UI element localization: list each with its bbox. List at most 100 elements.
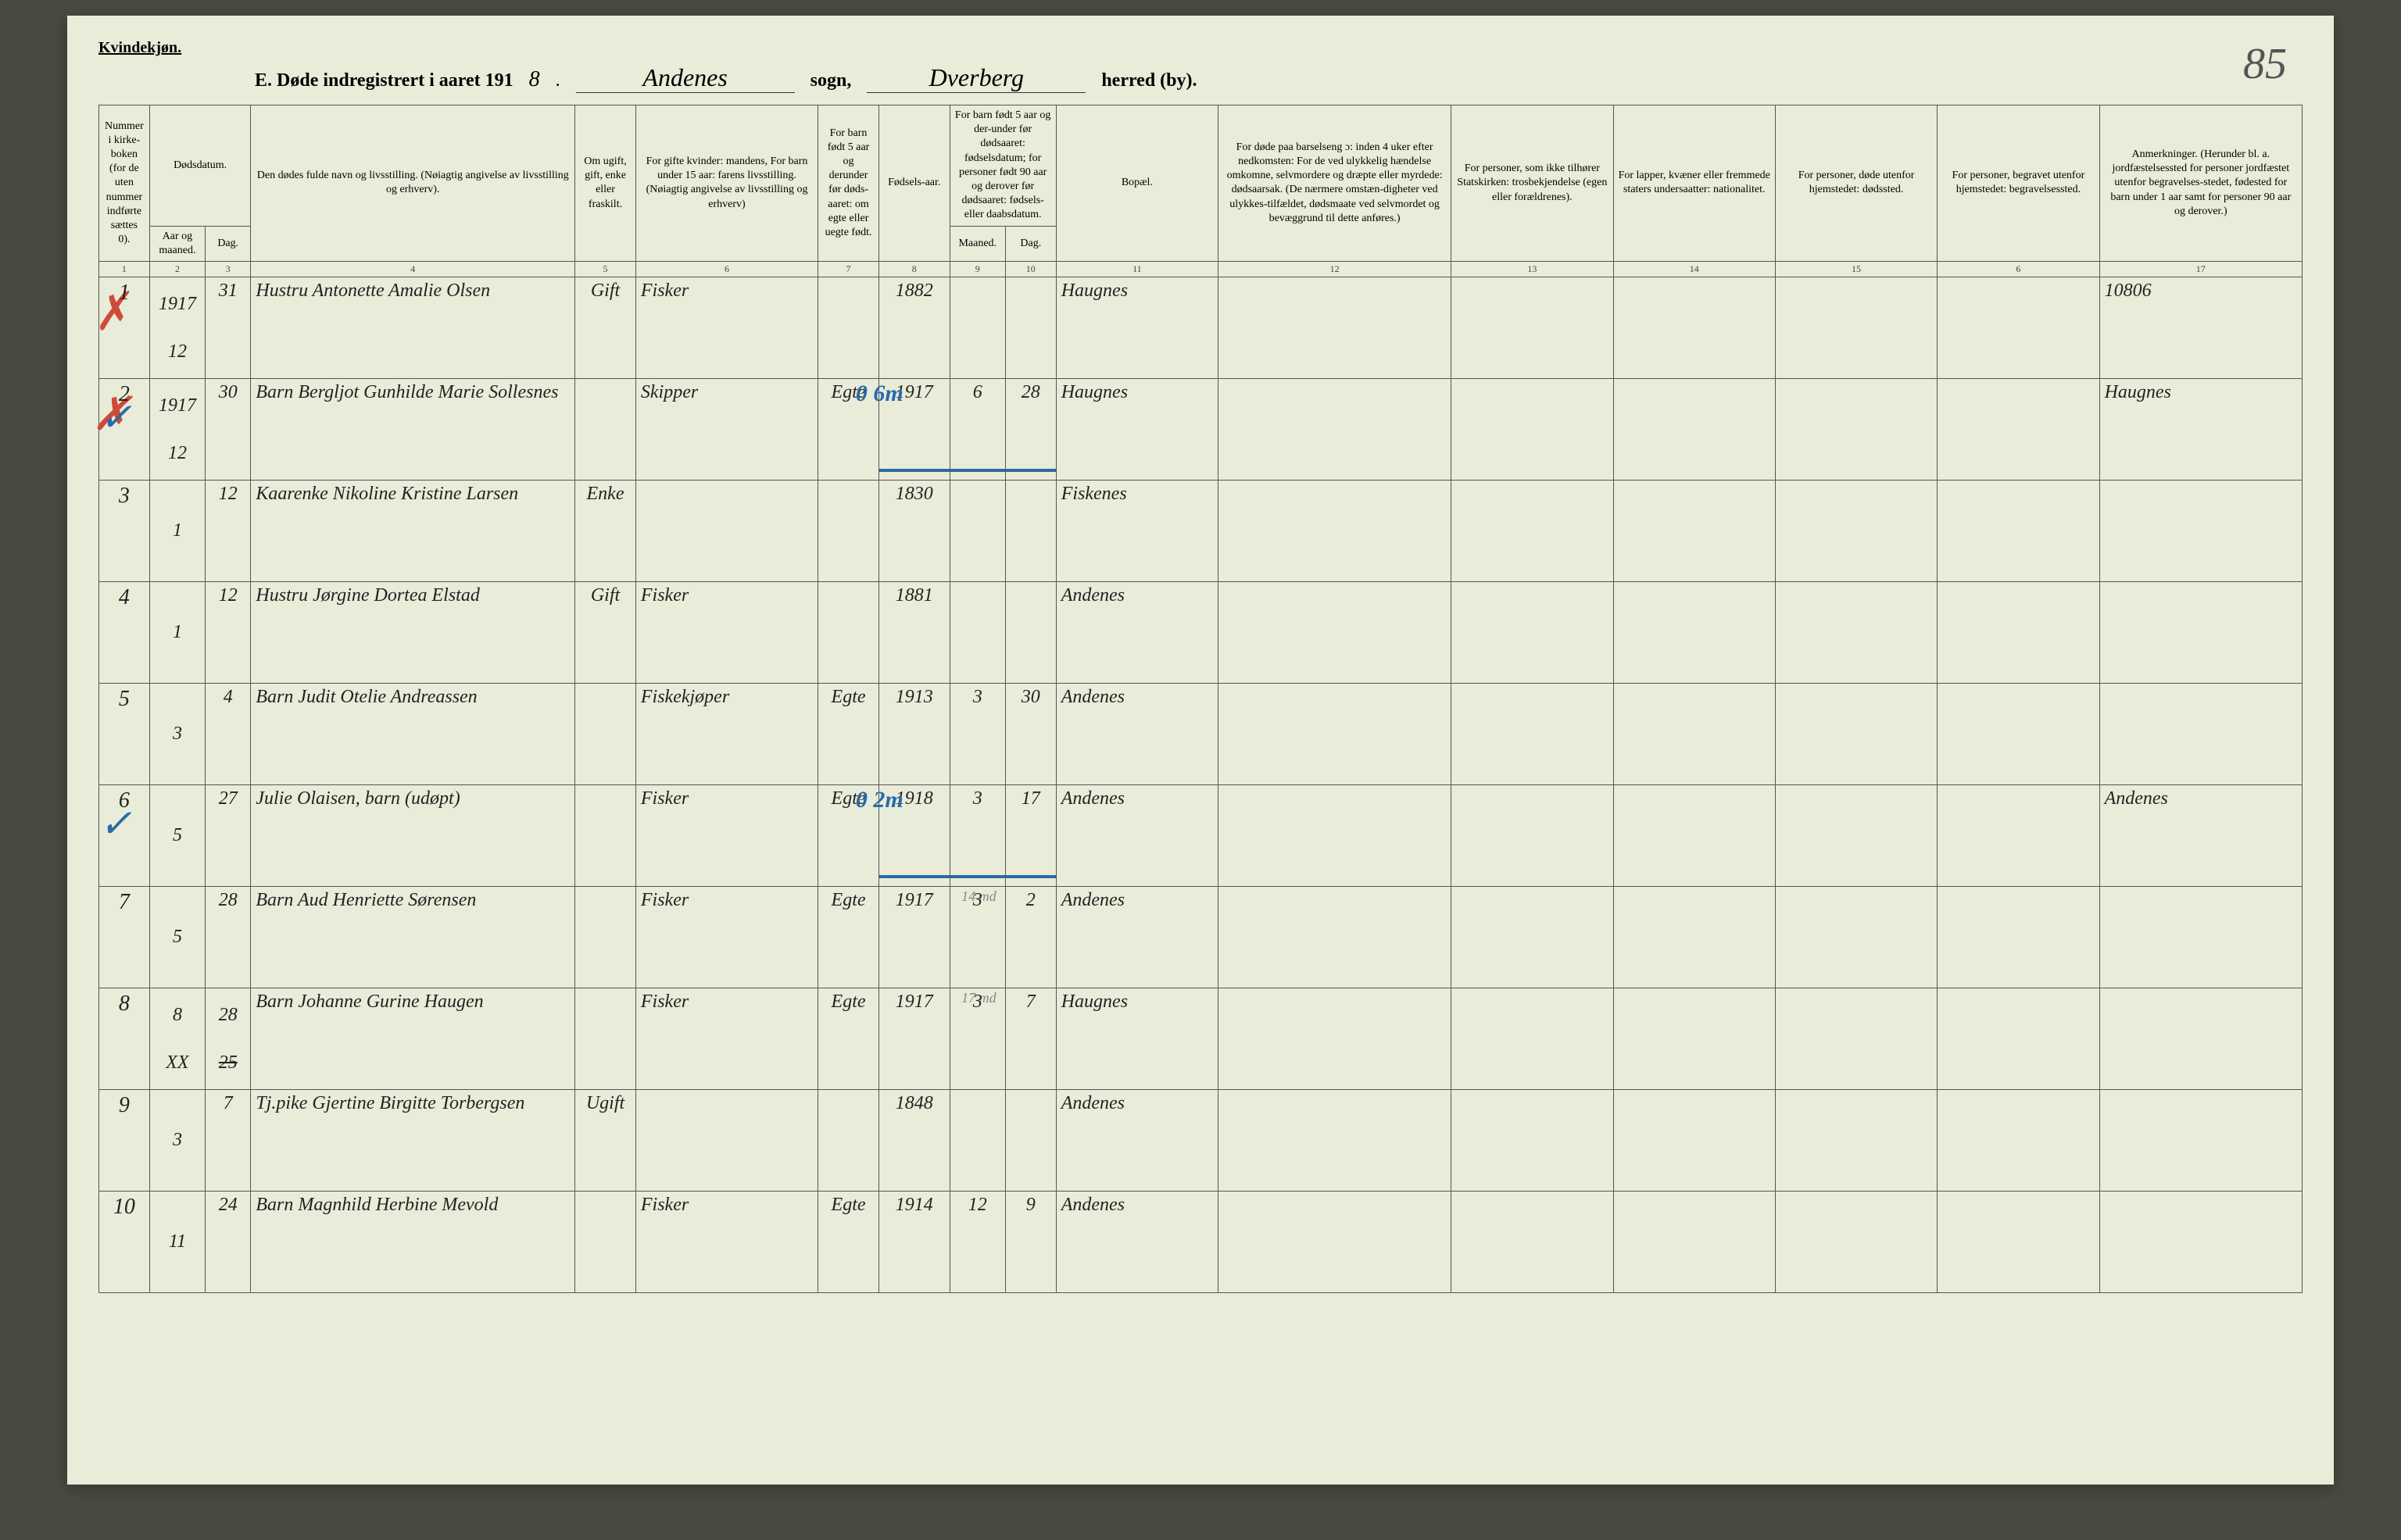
cell xyxy=(1451,784,1613,886)
cell: ✗1 xyxy=(99,277,150,378)
cell: Hustru Jørgine Dortea Elstad xyxy=(251,581,575,683)
cell: Andenes xyxy=(1056,784,1218,886)
cell xyxy=(1775,988,1937,1089)
cell xyxy=(1938,1191,2099,1292)
cell: 7 xyxy=(1005,988,1056,1089)
column-number: 14 xyxy=(1613,261,1775,277)
cell xyxy=(2099,886,2302,988)
title-dot: . xyxy=(556,70,560,91)
table-row: 101124Barn Magnhild Herbine MevoldFisker… xyxy=(99,1191,2303,1292)
sogn-label: sogn, xyxy=(810,70,852,91)
cell: Egte xyxy=(818,886,879,988)
cell: 6 xyxy=(950,378,1005,480)
cell: 7 xyxy=(206,1089,251,1191)
cell: 12 xyxy=(206,480,251,581)
cell xyxy=(1938,988,2099,1089)
cell: 10 xyxy=(99,1191,150,1292)
cell xyxy=(1218,1191,1451,1292)
cell: 31 xyxy=(206,277,251,378)
h-year-month: Aar og maaned. xyxy=(149,226,205,261)
cell: ✓6 xyxy=(99,784,150,886)
cell xyxy=(1775,581,1937,683)
cell xyxy=(575,988,636,1089)
h-birthyear: Fødsels-aar. xyxy=(878,105,950,262)
cell: 1914 xyxy=(878,1191,950,1292)
cell xyxy=(1451,683,1613,784)
h-birthdate: For barn født 5 aar og der-under før død… xyxy=(950,105,1056,227)
cell xyxy=(1218,1089,1451,1191)
cell xyxy=(818,480,879,581)
table-row: 534Barn Judit Otelie AndreassenFiskekjøp… xyxy=(99,683,2303,784)
table-row: 3112Kaarenke Nikoline Kristine LarsenEnk… xyxy=(99,480,2303,581)
cell: 2825 xyxy=(206,988,251,1089)
h-cause: For døde paa barselseng ɔ: inden 4 uker … xyxy=(1218,105,1451,262)
cell: 8 xyxy=(99,988,150,1089)
cell: Fisker xyxy=(635,1191,818,1292)
cell: 5 xyxy=(149,784,205,886)
register-page: 8 5 Kvindekjøn. E. Døde indregistrert i a… xyxy=(67,16,2334,1485)
herred-label: herred (by). xyxy=(1101,70,1197,91)
cell: 8XX xyxy=(149,988,205,1089)
cell xyxy=(1938,683,2099,784)
cell xyxy=(818,1089,879,1191)
cell: Ugift xyxy=(575,1089,636,1191)
cell xyxy=(1451,480,1613,581)
cell xyxy=(950,1089,1005,1191)
cell: Skipper xyxy=(635,378,818,480)
cell: 11 xyxy=(149,1191,205,1292)
column-number: 12 xyxy=(1218,261,1451,277)
cell: 1913 xyxy=(878,683,950,784)
cell xyxy=(1218,886,1451,988)
column-number: 6 xyxy=(635,261,818,277)
cell xyxy=(1775,886,1937,988)
cell: Fisker xyxy=(635,581,818,683)
cell xyxy=(1451,886,1613,988)
cell xyxy=(950,581,1005,683)
cell: Fisker xyxy=(635,886,818,988)
cell: 10806 xyxy=(2099,277,2302,378)
cell: Egte xyxy=(818,988,879,1089)
cell: 3 xyxy=(950,683,1005,784)
cell xyxy=(950,480,1005,581)
cell xyxy=(1218,683,1451,784)
title-prefix: E. Døde indregistrert i aaret 191 xyxy=(255,70,513,91)
cell xyxy=(1613,581,1775,683)
cell xyxy=(2099,480,2302,581)
h-residence: Bopæl. xyxy=(1056,105,1218,262)
cell: 24 xyxy=(206,1191,251,1292)
cell xyxy=(1451,581,1613,683)
cell: Andenes xyxy=(1056,886,1218,988)
cell: 5 xyxy=(99,683,150,784)
cell xyxy=(1218,581,1451,683)
cell: 7 xyxy=(99,886,150,988)
cell: Tj.pike Gjertine Birgitte Torbergsen xyxy=(251,1089,575,1191)
cell: 30 xyxy=(206,378,251,480)
table-row: 88XX2825Barn Johanne Gurine HaugenFisker… xyxy=(99,988,2303,1089)
cell: 17 xyxy=(1005,784,1056,886)
cell xyxy=(1938,277,2099,378)
cell xyxy=(1218,480,1451,581)
table-row: 937Tj.pike Gjertine Birgitte TorbergsenU… xyxy=(99,1089,2303,1191)
cell xyxy=(818,277,879,378)
cell: Barn Judit Otelie Andreassen xyxy=(251,683,575,784)
column-number: 3 xyxy=(206,261,251,277)
table-row: ✗✓219171230Barn Bergljot Gunhilde Marie … xyxy=(99,378,2303,480)
cell xyxy=(2099,988,2302,1089)
cell: 30 xyxy=(1005,683,1056,784)
cell: 3 xyxy=(149,1089,205,1191)
cell: Andenes xyxy=(1056,581,1218,683)
cell xyxy=(950,277,1005,378)
gender-label: Kvindekjøn. xyxy=(98,39,181,57)
cell: Kaarenke Nikoline Kristine Larsen xyxy=(251,480,575,581)
cell: 0 6m1917 xyxy=(878,378,950,480)
cell xyxy=(1938,784,2099,886)
cell xyxy=(1613,683,1775,784)
cell: Egte xyxy=(818,1191,879,1292)
h-day: Dag. xyxy=(206,226,251,261)
cell: Fiskenes xyxy=(1056,480,1218,581)
cell xyxy=(1775,277,1937,378)
cell xyxy=(1938,886,2099,988)
cell xyxy=(1613,277,1775,378)
h-burialplace: For personer, begravet utenfor hjemstede… xyxy=(1938,105,2099,262)
column-number: 15 xyxy=(1775,261,1937,277)
